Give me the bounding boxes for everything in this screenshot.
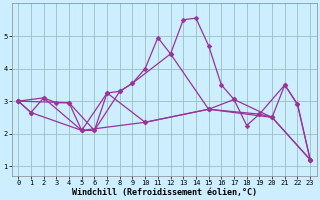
X-axis label: Windchill (Refroidissement éolien,°C): Windchill (Refroidissement éolien,°C)	[72, 188, 257, 197]
